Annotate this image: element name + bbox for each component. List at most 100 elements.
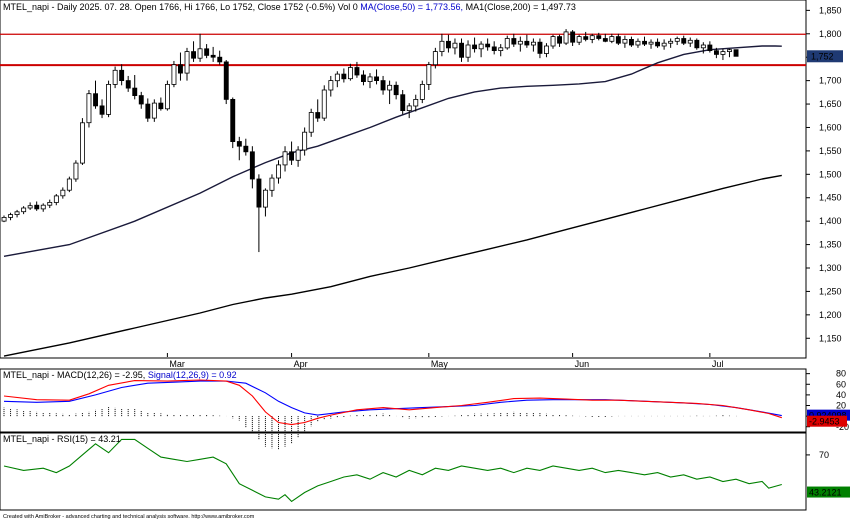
candle-body [504,38,510,49]
price-tick-label: 1,250 [819,286,842,296]
candle-body [393,84,399,96]
candle-body [302,131,308,151]
candle-body [315,112,321,119]
candle-body [642,40,647,45]
rsi-panel [0,432,807,511]
candle-body [544,45,549,54]
candle-body [334,73,340,82]
candle-body [491,46,497,52]
candle-body [524,40,530,46]
candle-body [629,39,634,46]
candle-body [347,67,353,80]
candle-body [217,56,223,63]
candle-body [328,80,334,91]
rsi-plot [3,438,782,503]
candle-body [47,201,53,206]
macd-panel [0,368,807,433]
candle-body [400,94,406,111]
candle-body [622,39,628,44]
candle-body [498,47,504,51]
candle-body [236,141,242,147]
candle-body [707,44,713,51]
candle-body [537,41,543,54]
candle-body [60,189,66,197]
candle-body [426,64,432,85]
candle-body [406,105,412,112]
candle-body [230,99,236,143]
candle-body [517,40,523,45]
candle-body [432,51,438,66]
candle-body [354,67,360,76]
ma200-line [3,174,782,357]
candle-body [112,69,118,85]
macd-tick-label: 40 [836,390,846,400]
candle-body [66,178,72,191]
signal-value-label: 0.924098 [809,411,847,421]
candle-body [27,205,33,209]
candle-body [282,151,288,166]
macd-tick-label: -20 [836,422,849,432]
rsi-axis: 70 43.2121 [806,450,850,498]
candle-body [138,95,144,105]
candle-body [615,36,621,44]
candle-body [387,84,393,91]
signal-value-tag [807,409,850,421]
candle-body [99,105,105,115]
footer-credit: Created with AmiBroker - advanced charti… [3,514,255,520]
macd-path [3,379,782,426]
candle-body [576,36,582,43]
candle-body [164,84,170,110]
price-tick-label: 1,200 [819,310,842,320]
signal-path [3,380,782,417]
candle-body [439,40,445,52]
macd-value-tag [807,415,847,427]
macd-tick-label: 80 [836,369,846,379]
rsi-path [3,438,782,503]
candle-body [531,41,536,46]
candle-body [14,211,20,216]
candle-body [53,195,59,203]
macd-plot [3,379,782,451]
candle-body [132,87,138,96]
price-title-prefix: MTEL_napi - Daily 2025. 07. 28. Open 176… [3,2,358,12]
candle-body [714,50,719,55]
candle-body [262,189,268,208]
candle-body [223,61,229,100]
candle-body [452,42,458,49]
macd-tick-label: 20 [836,401,846,411]
candle-body [184,51,190,74]
candle-body [1,216,7,222]
candle-body [674,38,680,42]
price-tick-label: 1,400 [819,216,842,226]
candle-body [609,36,615,42]
candle-body [151,102,157,119]
candle-body [249,151,255,180]
price-panel [0,0,807,359]
x-tick-label: Mar [169,359,185,369]
x-tick-label: Jul [712,359,724,369]
price-tick-label: 1,850 [819,5,842,15]
candle-body [321,89,327,119]
last-price-tag [807,50,843,63]
candle-body [694,39,700,49]
candle-body [125,80,131,89]
candle-body [106,84,111,115]
candle-body [700,44,706,49]
price-tick-label: 1,700 [819,76,842,86]
candle-body [197,48,203,59]
candle-body [73,162,79,180]
price-tick-label: 1,800 [819,29,842,39]
candle-body [511,38,517,45]
candle-body [550,36,556,47]
candle-body [8,214,13,218]
x-tick-label: Jun [575,359,590,369]
candle-body [413,99,419,107]
candle-body [171,64,177,85]
candle-body [367,76,373,83]
x-tick-label: Apr [294,359,308,369]
candle-body [635,40,641,46]
price-tick-label: 1,450 [819,193,842,203]
candle-body [269,177,275,191]
candle-body [661,42,667,47]
